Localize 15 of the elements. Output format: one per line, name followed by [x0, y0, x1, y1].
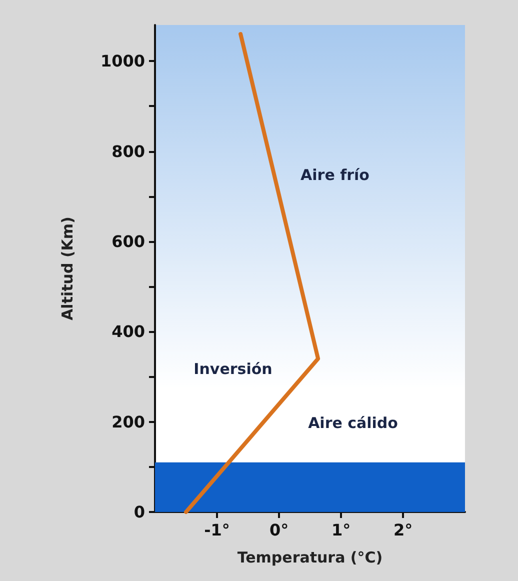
- y-tick-label: 800: [112, 142, 145, 161]
- x-axis-title: Temperatura (°C): [237, 548, 383, 566]
- annotation: Inversión: [194, 360, 272, 378]
- x-tick-label: 2°: [393, 520, 413, 540]
- y-tick-label: 400: [112, 322, 145, 342]
- annotation: Aire cálido: [308, 414, 398, 432]
- y-tick-label: 200: [112, 412, 145, 432]
- x-tick-label: 0°: [269, 520, 289, 540]
- y-axis-title: Altitud (Km): [58, 216, 76, 320]
- x-tick-label: -1°: [204, 520, 230, 540]
- annotation: Aire frío: [300, 166, 370, 184]
- y-tick-label: 600: [112, 232, 145, 251]
- x-tick-label: 1°: [331, 520, 351, 540]
- y-tick-label: 0: [134, 502, 145, 522]
- y-tick-label: 1000: [100, 52, 145, 71]
